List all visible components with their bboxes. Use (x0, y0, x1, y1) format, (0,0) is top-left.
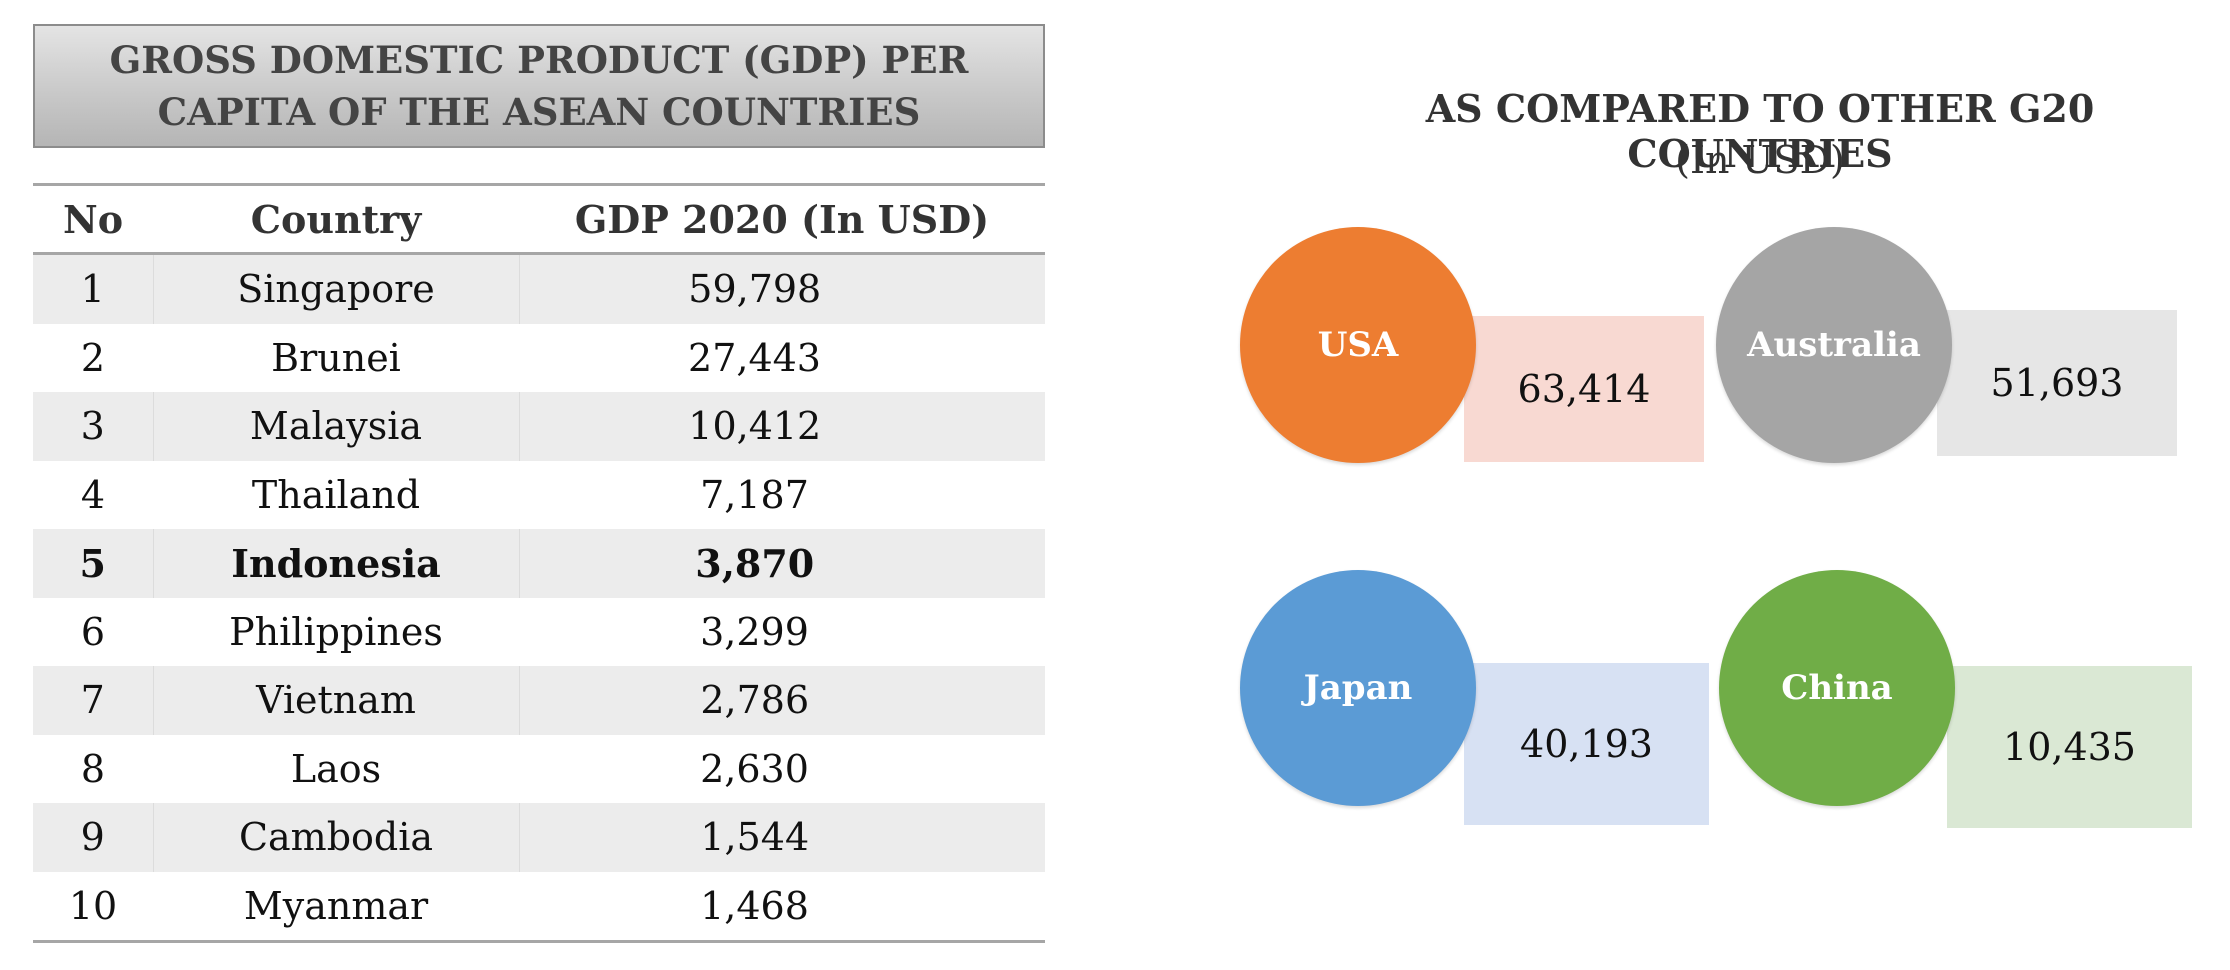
row-no: 2 (80, 335, 106, 380)
row-country: Vietnam (152, 666, 519, 735)
table-row: 9 Cambodia 1,544 (33, 803, 1045, 872)
australia-label: Australia (1747, 325, 1921, 365)
row-gdp: 59,798 (518, 253, 1045, 324)
japan-value-box: 40,193 (1464, 663, 1709, 825)
row-country: Cambodia (152, 803, 519, 872)
header-no: No (62, 196, 124, 242)
row-gdp: 10,412 (518, 392, 1045, 461)
china-value-box: 10,435 (1947, 666, 2192, 828)
japan-circle: Japan (1240, 570, 1476, 806)
row-no: 8 (80, 746, 106, 791)
row-no: 7 (80, 678, 105, 723)
table-row: 4 Thailand 7,187 (33, 461, 1045, 530)
row-country: Thailand (251, 472, 421, 517)
row-country: Philippines (229, 609, 443, 654)
g20-comparison-title: AS COMPARED TO OTHER G20 COUNTRIES (1425, 86, 2095, 176)
row-gdp: 2,630 (700, 746, 809, 791)
table-row: 7 Vietnam 2,786 (33, 666, 1045, 735)
table-title-banner: GROSS DOMESTIC PRODUCT (GDP) PER CAPITA … (33, 24, 1045, 148)
header-country: Country (250, 196, 422, 242)
usa-value: 63,414 (1517, 367, 1651, 411)
usa-value-box: 63,414 (1464, 316, 1704, 462)
table-row: 3 Malaysia 10,412 (33, 392, 1045, 461)
row-gdp: 27,443 (688, 335, 821, 380)
row-no: 3 (80, 404, 105, 449)
g20-comparison-subtitle: (In USD) (1675, 138, 1845, 182)
asean-gdp-table: No Country GDP 2020 (In USD) 1 Singapore… (33, 183, 1045, 943)
row-no: 6 (80, 609, 106, 654)
row-gdp: 3,299 (700, 609, 809, 654)
china-label: China (1781, 668, 1893, 708)
australia-value: 51,693 (1990, 361, 2124, 405)
row-country: Brunei (271, 335, 401, 380)
table-title: GROSS DOMESTIC PRODUCT (GDP) PER CAPITA … (109, 38, 969, 134)
row-gdp: 3,870 (518, 529, 1045, 598)
china-circle: China (1719, 570, 1955, 806)
row-country: Malaysia (152, 392, 519, 461)
usa-circle: USA (1240, 227, 1476, 463)
australia-value-box: 51,693 (1937, 310, 2177, 456)
row-no: 5 (79, 540, 106, 586)
japan-value: 40,193 (1520, 722, 1653, 766)
row-gdp: 1,468 (700, 883, 809, 928)
row-gdp: 2,786 (518, 666, 1045, 735)
table-row: 8 Laos 2,630 (33, 735, 1045, 804)
row-no: 9 (80, 815, 105, 860)
usa-label: USA (1317, 325, 1399, 365)
row-country: Singapore (152, 253, 519, 324)
table-row-highlighted: 5 Indonesia 3,870 (33, 529, 1045, 598)
table-header-row: No Country GDP 2020 (In USD) (33, 184, 1045, 254)
row-country: Myanmar (243, 883, 429, 928)
table-row: 10 Myanmar 1,468 (33, 872, 1045, 942)
header-gdp: GDP 2020 (In USD) (574, 196, 990, 242)
row-country: Indonesia (152, 529, 519, 598)
japan-label: Japan (1303, 668, 1413, 708)
row-country: Laos (290, 746, 382, 791)
row-gdp: 1,544 (518, 803, 1045, 872)
table-row: 1 Singapore 59,798 (33, 253, 1045, 324)
row-gdp: 7,187 (700, 472, 809, 517)
table-row: 6 Philippines 3,299 (33, 598, 1045, 667)
row-no: 1 (80, 267, 105, 312)
row-no: 4 (80, 472, 106, 517)
australia-circle: Australia (1716, 227, 1952, 463)
row-no: 10 (68, 883, 118, 928)
table-row: 2 Brunei 27,443 (33, 324, 1045, 393)
china-value: 10,435 (2003, 725, 2136, 769)
